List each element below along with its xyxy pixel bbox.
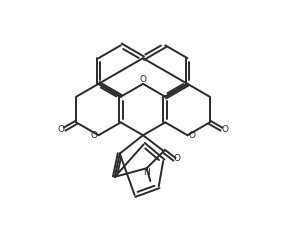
Text: N: N	[143, 168, 150, 177]
Text: O: O	[188, 131, 195, 140]
Text: O: O	[91, 131, 98, 140]
Text: O: O	[222, 125, 229, 134]
Text: O: O	[174, 154, 181, 163]
Text: O: O	[57, 125, 64, 134]
Text: O: O	[140, 75, 146, 84]
